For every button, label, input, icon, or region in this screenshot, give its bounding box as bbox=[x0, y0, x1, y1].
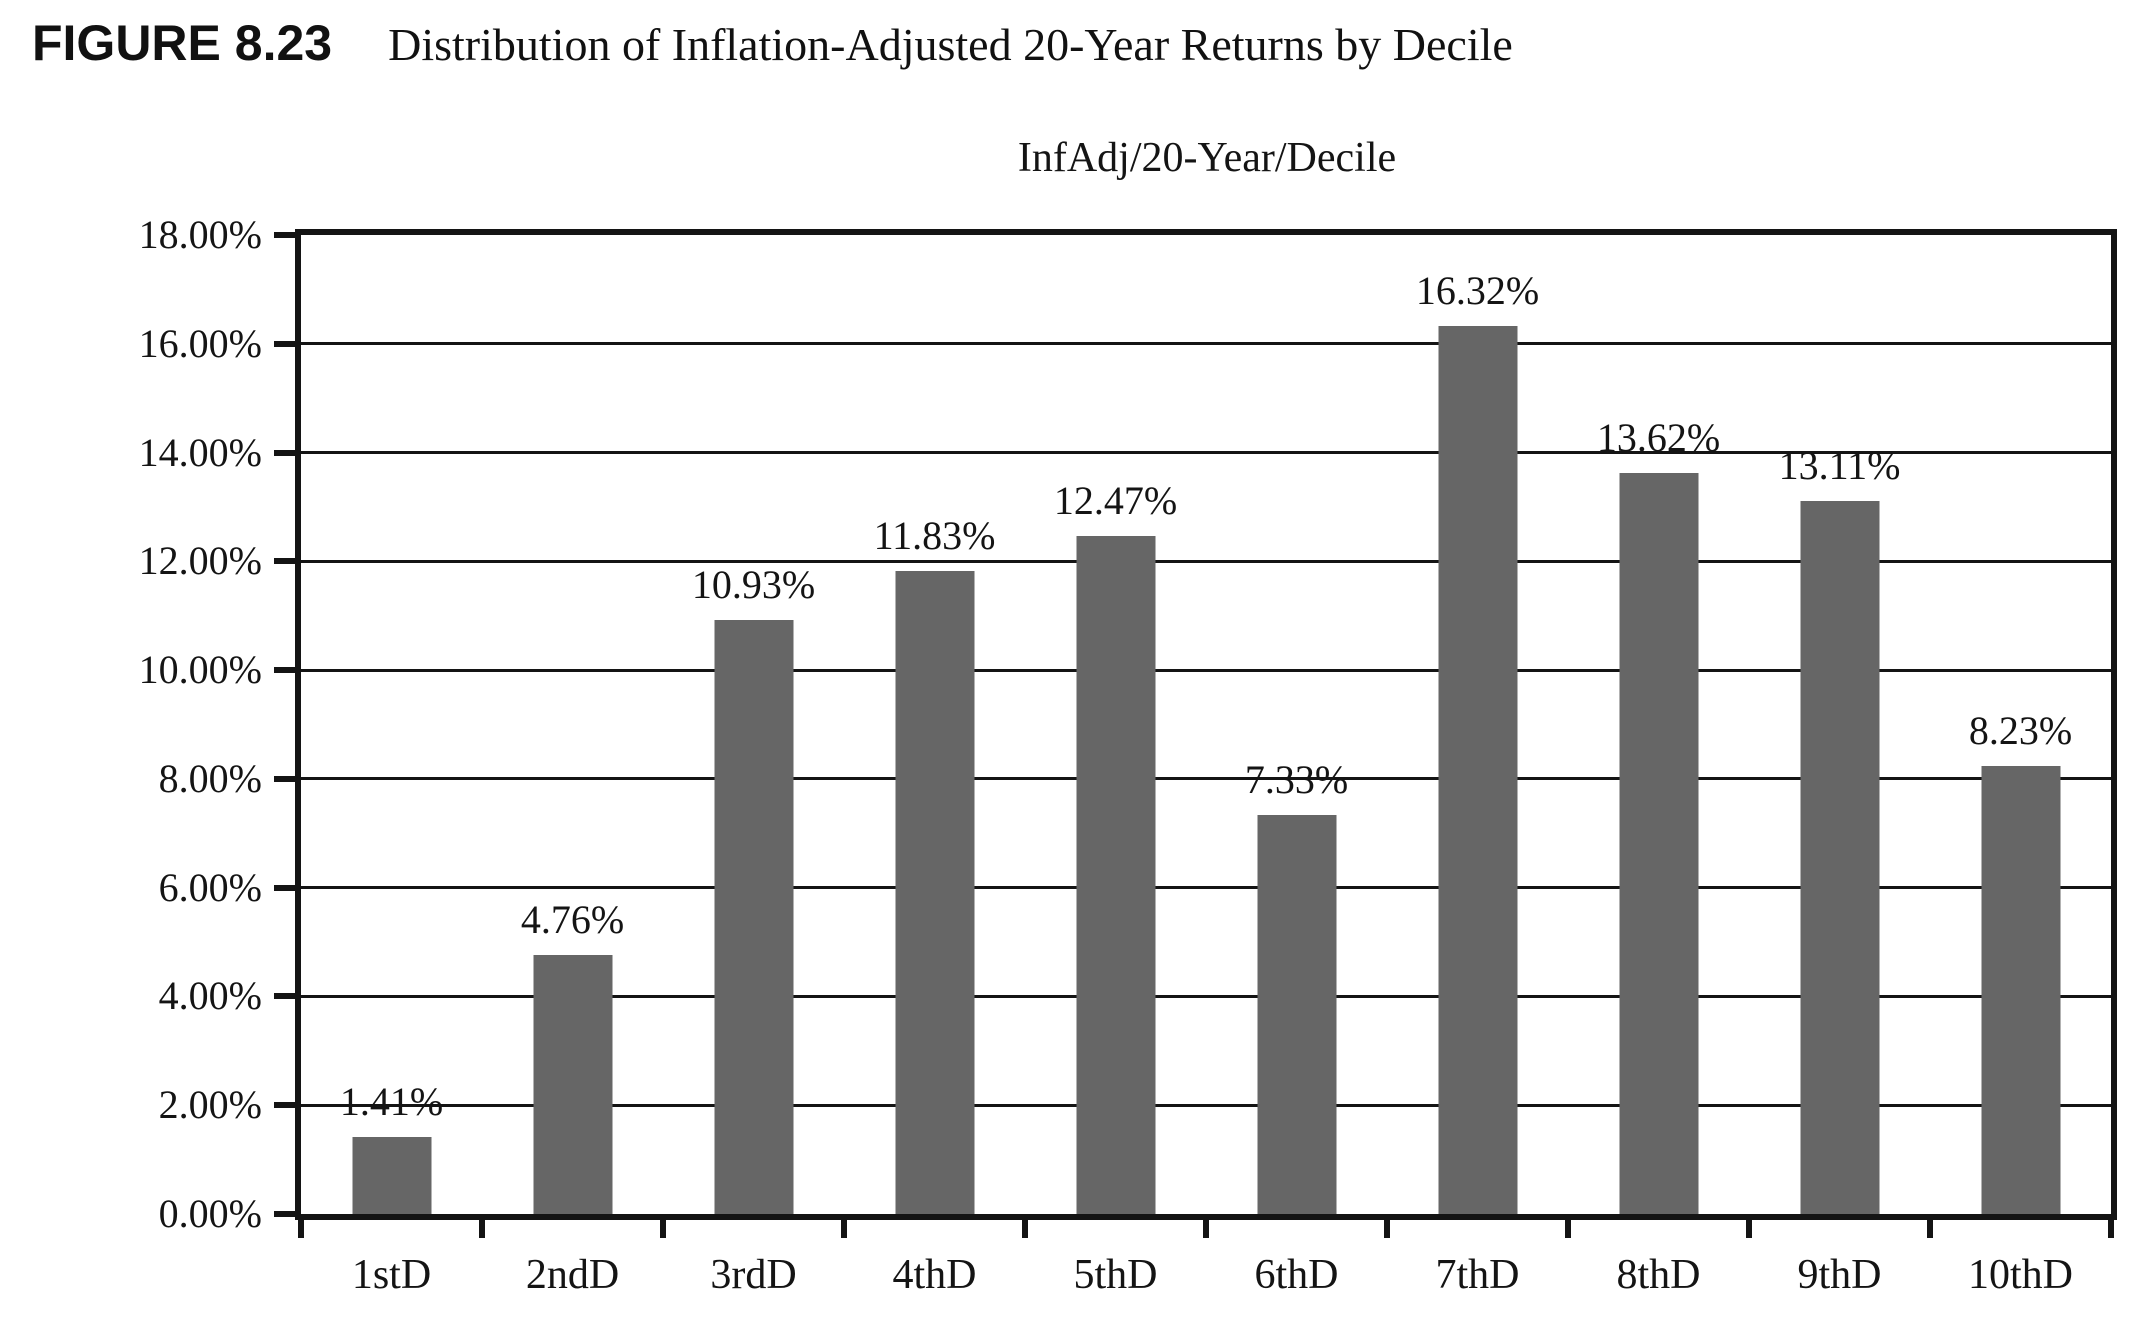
bar-6thD bbox=[1257, 815, 1336, 1214]
value-label-2ndD: 4.76% bbox=[520, 897, 625, 943]
value-label-7thD: 16.32% bbox=[1415, 268, 1540, 314]
y-axis-tick-label: 14.00% bbox=[138, 429, 262, 475]
x-axis-label-7thD: 7thD bbox=[1435, 1252, 1520, 1298]
bar-5thD bbox=[1076, 535, 1155, 1214]
value-label-4thD: 11.83% bbox=[873, 512, 996, 558]
x-axis-label-5thD: 5thD bbox=[1073, 1252, 1158, 1298]
x-axis-label-10thD: 10thD bbox=[1968, 1252, 2073, 1298]
figure-header: FIGURE 8.23 Distribution of Inflation-Ad… bbox=[32, 14, 1513, 72]
x-axis-tick bbox=[1203, 1220, 1209, 1238]
y-axis-tick-label: 2.00% bbox=[158, 1082, 262, 1128]
y-axis-tick bbox=[274, 1102, 295, 1109]
x-axis-tick bbox=[1022, 1220, 1028, 1238]
gridline bbox=[301, 451, 2111, 455]
y-axis-labels: 0.00% 2.00% 4.00% 6.00% 8.00% 10.00% 12.00% 14.… bbox=[0, 214, 262, 1235]
y-axis-tick bbox=[274, 1211, 295, 1217]
y-axis-tick-label: 8.00% bbox=[158, 755, 262, 801]
x-axis-tick bbox=[1384, 1220, 1390, 1238]
x-axis-label-8thD: 8thD bbox=[1616, 1252, 1701, 1298]
value-label-9thD: 13.11% bbox=[1778, 442, 1901, 488]
y-axis-tick bbox=[274, 558, 295, 565]
y-axis-tick bbox=[274, 775, 295, 782]
y-axis-tick-label: 16.00% bbox=[138, 320, 262, 366]
x-axis-tick bbox=[1927, 1220, 1933, 1238]
value-label-3rdD: 10.93% bbox=[691, 561, 816, 607]
x-axis-labels: 1stD 2ndD 3rdD 4thD 5thD 6thD 7thD 8thD 9thD 10th… bbox=[301, 1252, 2111, 1312]
bar-4thD bbox=[895, 570, 974, 1214]
gridline bbox=[301, 559, 2111, 563]
gridline bbox=[301, 994, 2111, 998]
y-axis-tick-label: 4.00% bbox=[158, 973, 262, 1019]
value-label-1stD: 1.41% bbox=[339, 1079, 444, 1125]
y-axis-tick-label: 18.00% bbox=[138, 212, 262, 257]
bar-1stD bbox=[352, 1137, 431, 1214]
figure-title: Distribution of Inflation-Adjusted 20-Ye… bbox=[388, 19, 1513, 70]
bar-9thD bbox=[1800, 500, 1879, 1214]
value-label-6thD: 7.33% bbox=[1244, 757, 1349, 803]
y-axis-tick-label: 10.00% bbox=[138, 647, 262, 693]
bar-8thD bbox=[1619, 473, 1698, 1214]
bar-10thD bbox=[1981, 766, 2060, 1214]
y-axis-tick bbox=[274, 232, 295, 238]
gridline bbox=[301, 886, 2111, 890]
x-axis-tick bbox=[1565, 1220, 1571, 1238]
gridline bbox=[301, 668, 2111, 672]
bar-3rdD bbox=[714, 619, 793, 1214]
x-axis-tick bbox=[298, 1220, 304, 1238]
x-axis-label-2ndD: 2ndD bbox=[525, 1252, 620, 1298]
gridline bbox=[301, 342, 2111, 346]
x-axis-tick bbox=[1746, 1220, 1752, 1238]
x-axis-label-1stD: 1stD bbox=[351, 1252, 432, 1298]
bar-7thD bbox=[1438, 326, 1517, 1214]
value-label-10thD: 8.23% bbox=[1968, 708, 2073, 754]
gridline bbox=[301, 1103, 2111, 1107]
value-label-5thD: 12.47% bbox=[1053, 477, 1178, 523]
figure-label: FIGURE 8.23 bbox=[32, 15, 333, 71]
bar-2ndD bbox=[533, 955, 612, 1214]
x-axis-label-3rdD: 3rdD bbox=[710, 1252, 797, 1298]
chart-title: InfAdj/20-Year/Decile bbox=[1017, 135, 1397, 181]
y-axis-tick bbox=[274, 993, 295, 1000]
x-axis-label-6thD: 6thD bbox=[1254, 1252, 1339, 1298]
x-axis-label-9thD: 9thD bbox=[1797, 1252, 1882, 1298]
y-axis-tick bbox=[274, 449, 295, 456]
x-axis-label-4thD: 4thD bbox=[892, 1252, 977, 1298]
x-axis-tick bbox=[660, 1220, 666, 1238]
y-axis-tick-label: 12.00% bbox=[138, 538, 262, 584]
gridline bbox=[301, 777, 2111, 781]
y-axis-tick-label: 0.00% bbox=[158, 1191, 262, 1236]
y-axis-tick-label: 6.00% bbox=[158, 864, 262, 910]
value-label-8thD: 13.62% bbox=[1596, 415, 1721, 461]
x-axis-tick bbox=[479, 1220, 485, 1238]
x-axis-tick bbox=[2108, 1220, 2114, 1238]
y-axis-tick bbox=[274, 667, 295, 674]
x-axis-tick bbox=[841, 1220, 847, 1238]
plot-area: 1.41% 4.76% 10.93% 11.83% 12.47% 7.33% 16.32% 1… bbox=[274, 229, 2117, 1238]
y-axis-tick bbox=[274, 884, 295, 891]
y-axis-tick bbox=[274, 340, 295, 347]
